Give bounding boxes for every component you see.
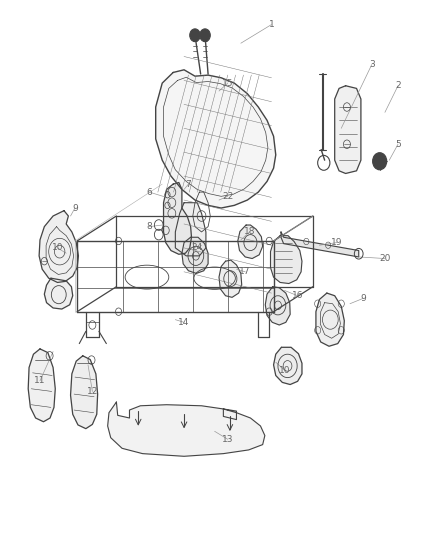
Text: 9: 9	[360, 294, 366, 303]
Text: 22: 22	[222, 192, 233, 201]
Text: 11: 11	[34, 376, 46, 385]
Polygon shape	[281, 232, 359, 257]
Polygon shape	[155, 70, 276, 208]
Text: 16: 16	[292, 291, 304, 300]
Polygon shape	[274, 348, 302, 384]
Polygon shape	[219, 260, 242, 297]
Polygon shape	[163, 182, 191, 254]
Polygon shape	[39, 211, 78, 282]
Text: 6: 6	[146, 188, 152, 197]
Text: 10: 10	[279, 366, 290, 375]
Text: 12: 12	[87, 387, 98, 396]
Polygon shape	[238, 225, 263, 259]
Text: 17: 17	[240, 268, 251, 276]
Text: 2: 2	[395, 81, 401, 90]
Polygon shape	[28, 349, 55, 422]
Polygon shape	[175, 203, 206, 256]
Polygon shape	[182, 237, 208, 273]
Polygon shape	[271, 236, 302, 284]
Text: 5: 5	[395, 140, 401, 149]
Text: 24: 24	[191, 244, 203, 253]
Text: 20: 20	[379, 254, 391, 263]
Polygon shape	[71, 356, 98, 429]
Polygon shape	[316, 293, 344, 346]
Text: 1: 1	[268, 20, 274, 29]
Text: 10: 10	[52, 244, 63, 253]
Text: 14: 14	[178, 318, 190, 327]
Text: 15: 15	[222, 78, 233, 87]
Text: 9: 9	[72, 204, 78, 213]
Circle shape	[190, 29, 200, 42]
Text: 3: 3	[369, 60, 374, 69]
Polygon shape	[44, 278, 73, 309]
Circle shape	[373, 153, 387, 169]
Polygon shape	[108, 402, 265, 456]
Text: 13: 13	[222, 435, 233, 444]
Polygon shape	[265, 287, 290, 325]
Text: 19: 19	[331, 238, 343, 247]
Text: 18: 18	[244, 228, 255, 237]
Circle shape	[200, 29, 210, 42]
Text: 8: 8	[146, 222, 152, 231]
Polygon shape	[335, 86, 361, 173]
Text: 7: 7	[186, 180, 191, 189]
